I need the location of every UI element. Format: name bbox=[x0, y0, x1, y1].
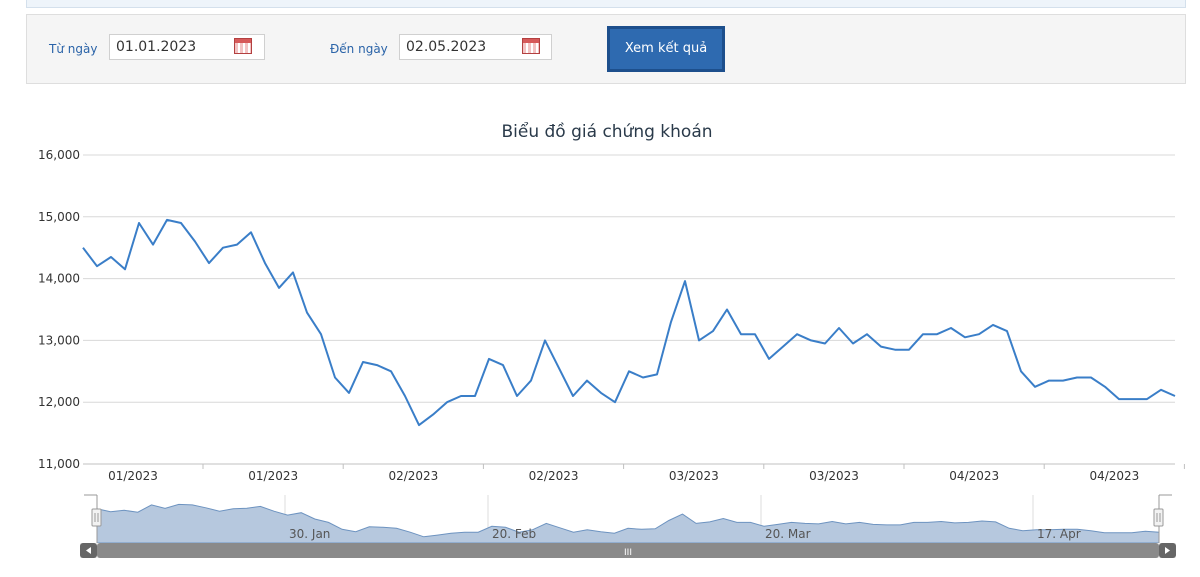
navigator-right-handle[interactable] bbox=[1153, 508, 1164, 527]
from-date-label: Từ ngày bbox=[49, 42, 98, 56]
navigator-date-label: 30. Jan bbox=[289, 527, 330, 541]
grid-lines bbox=[83, 154, 1175, 465]
y-tick-label: 11,000 bbox=[38, 457, 80, 471]
x-tick-label: 03/2023 bbox=[669, 469, 719, 483]
chart-title: Biểu đồ giá chứng khoán bbox=[501, 121, 712, 142]
navigator-labels: 30. Jan 20. Feb 20. Mar 17. Apr bbox=[289, 527, 1081, 541]
date-filter-panel: Từ ngày 01.01.2023 Đến ngày 02.05.2023 X… bbox=[26, 14, 1186, 84]
y-tick-label: 16,000 bbox=[38, 148, 80, 162]
scrollbar[interactable]: III bbox=[80, 543, 1176, 558]
navigator-date-label: 17. Apr bbox=[1037, 527, 1081, 541]
scrollbar-thumb[interactable] bbox=[97, 543, 1159, 558]
navigator[interactable]: 30. Jan 20. Feb 20. Mar 17. Apr bbox=[84, 494, 1172, 544]
from-calendar-icon[interactable] bbox=[234, 38, 252, 54]
x-tick-label: 01/2023 bbox=[108, 469, 158, 483]
x-tick-label: 04/2023 bbox=[949, 469, 999, 483]
price-series-line bbox=[82, 218, 1176, 427]
arrow-right-icon bbox=[1165, 547, 1170, 554]
y-tick-label: 15,000 bbox=[38, 210, 80, 224]
x-tick-label: 02/2023 bbox=[529, 469, 579, 483]
navigator-date-label: 20. Feb bbox=[492, 527, 536, 541]
top-info-strip bbox=[26, 0, 1186, 8]
to-date-label: Đến ngày bbox=[330, 42, 388, 56]
navigator-left-handle[interactable] bbox=[91, 508, 102, 527]
arrow-left-icon bbox=[86, 547, 91, 554]
x-tick-label: 04/2023 bbox=[1089, 469, 1139, 483]
x-tick-label: 01/2023 bbox=[248, 469, 298, 483]
y-tick-label: 12,000 bbox=[38, 395, 80, 409]
y-axis-ticks: 11,000 12,000 13,000 14,000 15,000 16,000 bbox=[38, 148, 80, 471]
y-tick-label: 14,000 bbox=[38, 272, 80, 286]
x-tick-label: 03/2023 bbox=[809, 469, 859, 483]
x-axis-ticks: 01/2023 01/2023 02/2023 02/2023 03/2023 03/20… bbox=[83, 463, 1185, 483]
view-results-button[interactable]: Xem kết quả bbox=[607, 26, 725, 72]
to-calendar-icon[interactable] bbox=[522, 38, 540, 54]
x-tick-label: 02/2023 bbox=[388, 469, 438, 483]
navigator-date-label: 20. Mar bbox=[765, 527, 811, 541]
navigator-area bbox=[96, 503, 1160, 544]
y-tick-label: 13,000 bbox=[38, 333, 80, 347]
scrollbar-grip-icon: III bbox=[624, 548, 632, 558]
